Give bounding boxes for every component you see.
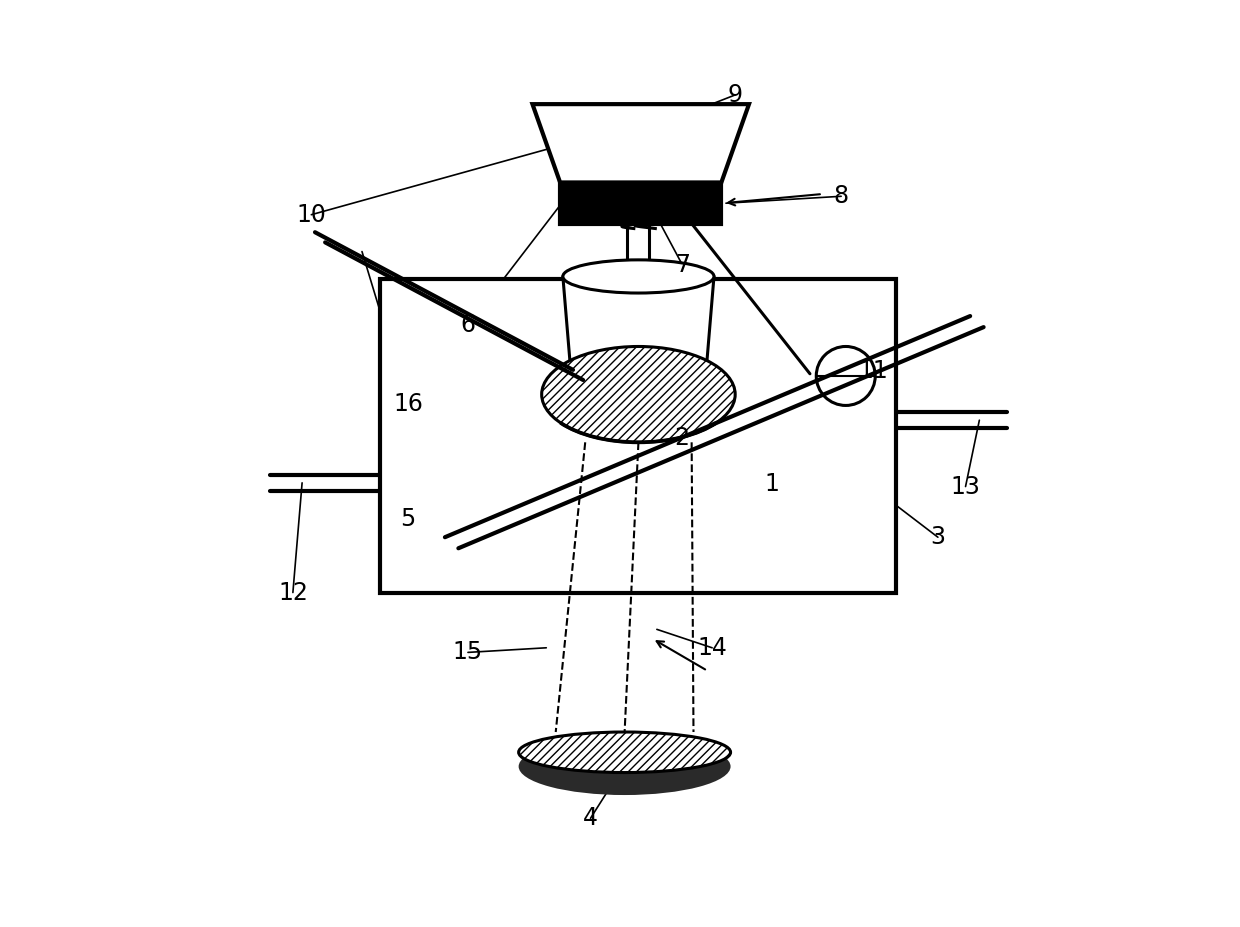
Ellipse shape (518, 738, 730, 795)
Text: 16: 16 (393, 391, 423, 415)
Text: 5: 5 (401, 507, 415, 531)
Text: 1: 1 (765, 472, 780, 496)
Text: 3: 3 (930, 526, 945, 549)
Text: 13: 13 (951, 475, 981, 499)
Text: 7: 7 (675, 253, 691, 277)
Text: 15: 15 (453, 641, 484, 665)
Text: 9: 9 (728, 83, 743, 107)
Ellipse shape (542, 347, 735, 442)
Text: 4: 4 (583, 806, 598, 831)
Text: 12: 12 (278, 580, 308, 604)
Text: 10: 10 (296, 203, 326, 227)
Text: 8: 8 (833, 184, 848, 209)
Text: 14: 14 (697, 636, 727, 660)
Ellipse shape (563, 260, 714, 293)
Text: 6: 6 (460, 313, 475, 337)
Polygon shape (532, 104, 749, 183)
Ellipse shape (518, 732, 730, 772)
Text: 11: 11 (858, 360, 888, 384)
Bar (381, 279, 897, 592)
Text: 2: 2 (675, 425, 689, 450)
Circle shape (816, 347, 875, 405)
Bar (560, 183, 722, 224)
